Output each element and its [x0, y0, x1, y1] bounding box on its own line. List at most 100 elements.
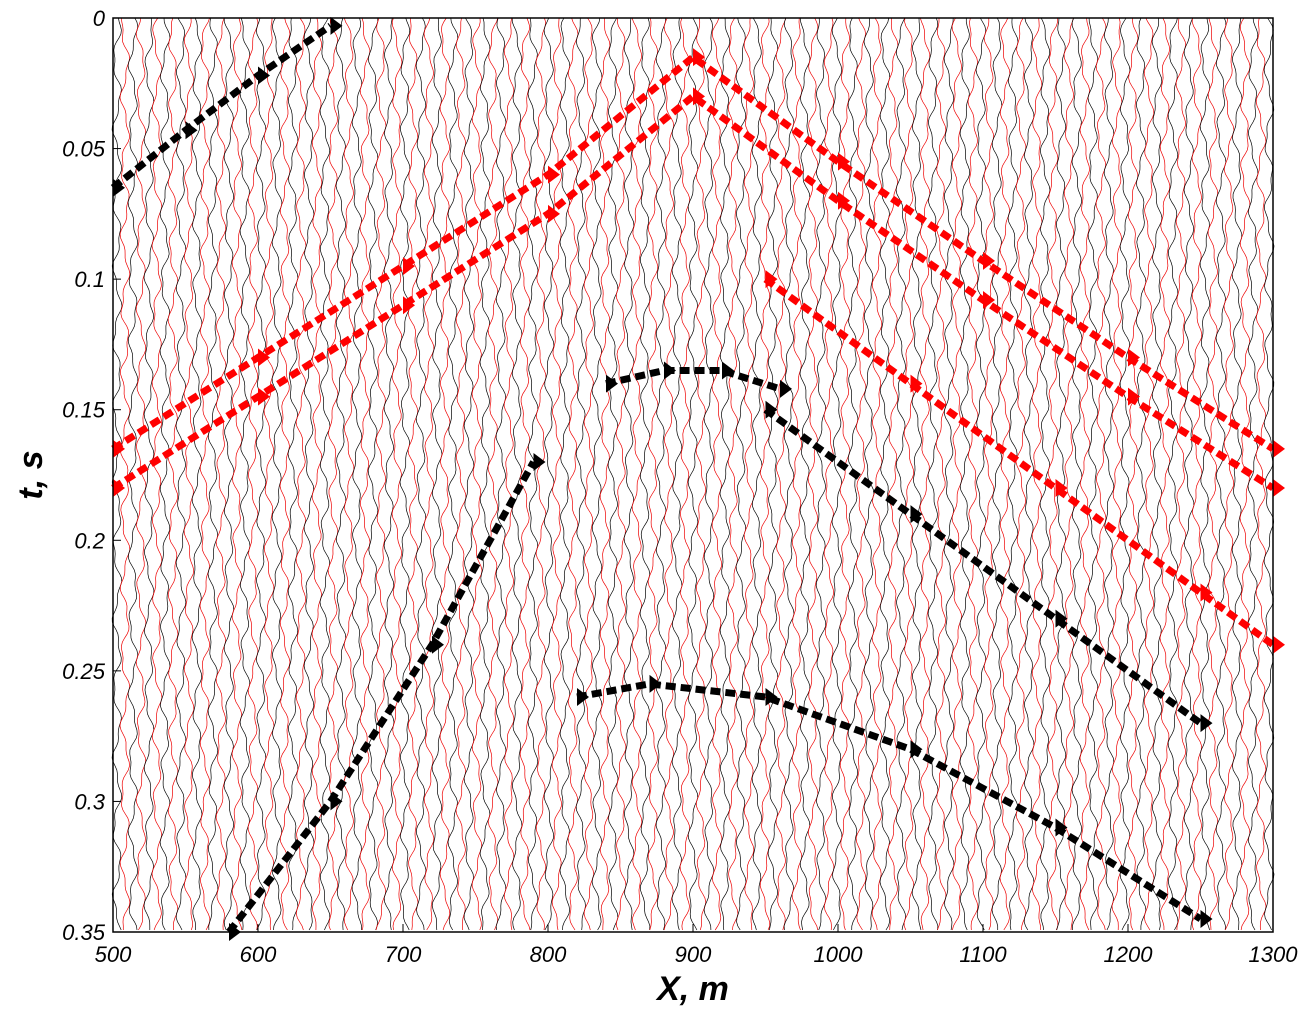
- trace: [1048, 18, 1058, 930]
- trace: [592, 18, 602, 930]
- trace: [448, 18, 458, 930]
- event-point: [664, 362, 676, 380]
- trace: [664, 18, 674, 930]
- trace: [1128, 18, 1138, 930]
- event-point: [780, 380, 792, 398]
- trace: [1216, 18, 1226, 930]
- trace: [440, 18, 450, 930]
- y-tick-label: 0.25: [62, 659, 106, 684]
- trace: [280, 18, 290, 930]
- trace: [480, 18, 490, 930]
- trace: [1000, 18, 1010, 930]
- event: [113, 57, 1273, 449]
- trace: [712, 18, 722, 930]
- trace: [416, 18, 426, 930]
- event-point: [186, 121, 198, 139]
- event-point: [1273, 440, 1285, 458]
- event-point: [1201, 714, 1213, 732]
- trace: [584, 18, 594, 930]
- trace: [800, 18, 810, 930]
- trace: [960, 18, 970, 930]
- plot-frame: [113, 18, 1273, 932]
- trace: [680, 18, 690, 930]
- x-axis-label: X, m: [655, 970, 729, 1008]
- trace: [952, 18, 962, 930]
- x-tick-label: 800: [530, 942, 567, 967]
- trace: [1152, 18, 1162, 930]
- trace: [544, 18, 554, 930]
- chart: X, m t, s 500600700800900100011001200130…: [0, 0, 1309, 1012]
- trace: [1168, 18, 1178, 930]
- trace: [600, 18, 610, 930]
- traces: [112, 18, 1274, 930]
- trace: [344, 18, 354, 930]
- trace: [656, 18, 666, 930]
- trace: [320, 18, 330, 930]
- trace: [1136, 18, 1146, 930]
- event-point: [1273, 479, 1285, 497]
- trace: [512, 18, 522, 930]
- trace: [1096, 18, 1106, 930]
- event-point: [534, 453, 546, 471]
- trace: [640, 18, 650, 930]
- x-tick-label: 900: [675, 942, 712, 967]
- trace: [256, 18, 266, 930]
- trace: [1256, 18, 1266, 930]
- y-tick-label: 0.3: [74, 789, 105, 814]
- trace: [224, 18, 234, 930]
- x-tick-label: 1300: [1249, 942, 1299, 967]
- y-tick-label: 0.15: [62, 398, 106, 423]
- trace: [648, 18, 658, 930]
- trace: [264, 18, 274, 930]
- trace: [312, 18, 322, 930]
- trace: [968, 18, 978, 930]
- x-tick-label: 600: [240, 942, 277, 967]
- trace: [880, 18, 890, 930]
- trace: [1088, 18, 1098, 930]
- trace: [1120, 18, 1130, 930]
- trace: [728, 18, 738, 930]
- y-tick-label: 0.1: [74, 267, 105, 292]
- trace: [1144, 18, 1154, 930]
- y-axis-label: t, s: [12, 450, 50, 499]
- x-tick-label: 1000: [814, 942, 864, 967]
- trace: [168, 18, 178, 930]
- trace: [872, 18, 882, 930]
- trace: [1192, 18, 1202, 930]
- event: [113, 26, 331, 188]
- y-tick-label: 0.05: [62, 137, 106, 162]
- trace: [864, 18, 874, 930]
- trace: [464, 18, 474, 930]
- trace: [200, 18, 210, 930]
- x-tick-label: 1200: [1104, 942, 1154, 967]
- trace: [904, 18, 914, 930]
- event-point: [577, 688, 589, 706]
- trace: [192, 18, 202, 930]
- x-tick-label: 1100: [959, 942, 1007, 967]
- trace: [736, 18, 746, 930]
- trace: [808, 18, 818, 930]
- y-tick-label: 0: [93, 6, 106, 31]
- trace: [232, 18, 242, 930]
- trace: [976, 18, 986, 930]
- x-tick-label: 700: [385, 942, 422, 967]
- trace: [472, 18, 482, 930]
- y-tick-label: 0.2: [74, 528, 105, 553]
- event-point: [1273, 636, 1285, 654]
- trace: [840, 18, 850, 930]
- trace: [176, 18, 186, 930]
- trace: [184, 18, 194, 930]
- trace: [160, 18, 170, 930]
- trace: [392, 18, 402, 930]
- trace: [704, 18, 714, 930]
- trace: [552, 18, 562, 930]
- trace: [272, 18, 282, 930]
- trace: [936, 18, 946, 930]
- event-point: [331, 17, 343, 35]
- trace: [920, 18, 930, 930]
- trace: [288, 18, 298, 930]
- y-tick-label: 0.35: [62, 920, 106, 945]
- trace: [688, 18, 698, 930]
- event: [113, 96, 1273, 488]
- event-point: [606, 375, 618, 393]
